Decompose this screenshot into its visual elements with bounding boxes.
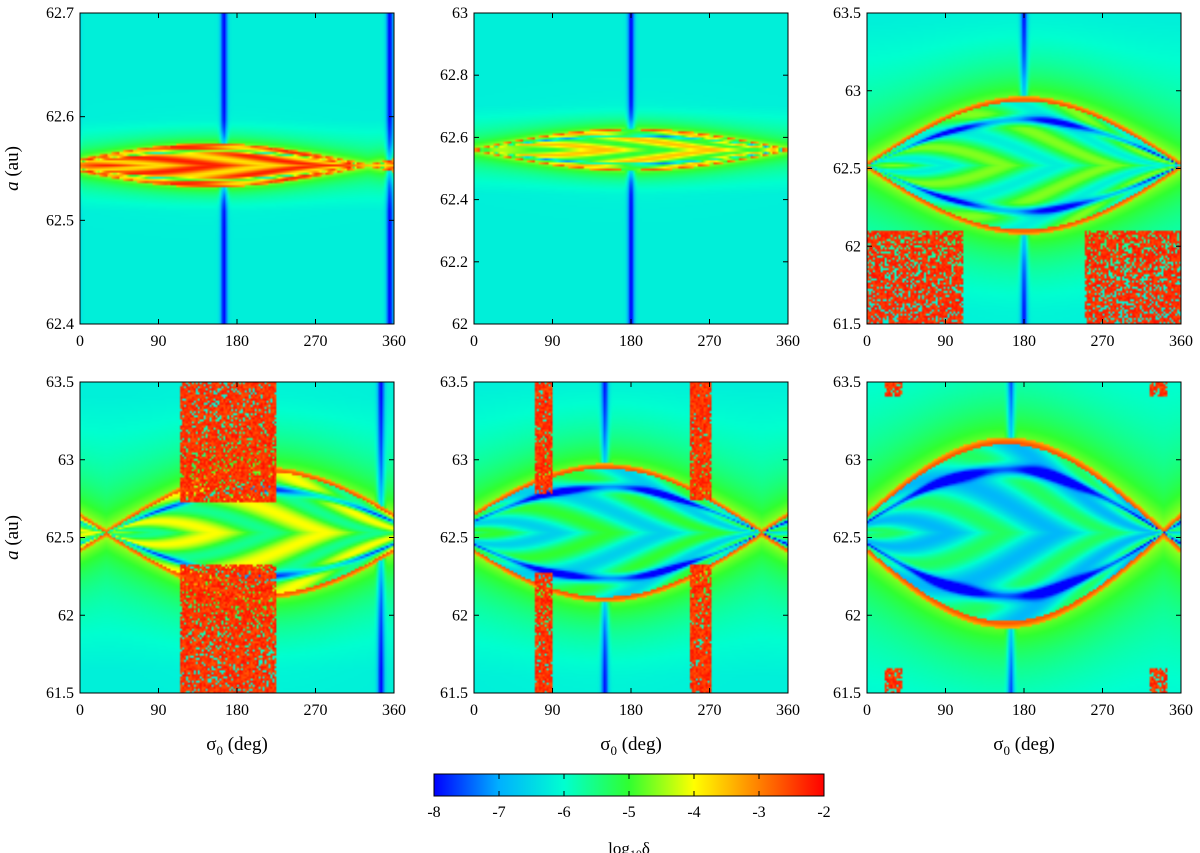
y-tick-label: 63 [845, 83, 861, 100]
colorbar-tick-label: -3 [752, 804, 765, 821]
x-tick-label: 270 [698, 333, 722, 350]
colorbar-tick-label: -4 [687, 804, 700, 821]
y-tick-label: 61.5 [833, 316, 861, 333]
y-tick-label: 62.4 [440, 192, 468, 209]
y-tick-label: 62.5 [833, 161, 861, 178]
x-tick-label: 0 [470, 702, 478, 719]
x-tick-label: 360 [1169, 702, 1193, 719]
y-tick-label: 62 [845, 238, 861, 255]
x-tick-label: 270 [698, 702, 722, 719]
x-tick-label: 0 [863, 333, 871, 350]
x-tick-label: 270 [1091, 333, 1115, 350]
y-tick-label: 63.5 [440, 374, 468, 391]
x-tick-label: 180 [1012, 333, 1036, 350]
y-tick-label: 62.6 [440, 129, 468, 146]
x-tick-label: 90 [938, 333, 954, 350]
x-tick-label: 270 [304, 333, 328, 350]
colorbar-tick-label: -6 [557, 804, 570, 821]
y-tick-label: 61.5 [833, 685, 861, 702]
x-tick-label: 0 [76, 702, 84, 719]
x-axis-label: σ0 (deg) [206, 734, 268, 758]
y-tick-label: 62 [58, 607, 74, 624]
x-tick-label: 0 [470, 333, 478, 350]
y-tick-label: 62.2 [440, 254, 468, 271]
colorbar-tick-label: -5 [622, 804, 635, 821]
y-tick-label: 63 [58, 452, 74, 469]
y-tick-label: 62.4 [46, 316, 74, 333]
x-tick-label: 180 [619, 702, 643, 719]
heatmap-1 [80, 13, 394, 324]
x-tick-label: 180 [1012, 702, 1036, 719]
x-tick-label: 270 [1091, 702, 1115, 719]
colorbar-tick-label: -8 [427, 804, 440, 821]
colorbar-tick-label: -7 [492, 804, 505, 821]
x-tick-label: 360 [1169, 333, 1193, 350]
x-tick-label: 90 [938, 702, 954, 719]
x-tick-label: 90 [151, 702, 167, 719]
x-tick-label: 180 [225, 333, 249, 350]
y-tick-label: 62.5 [833, 530, 861, 547]
x-tick-label: 360 [776, 702, 800, 719]
panel-4: 0 90 180 270 360 61.5 62 62.5 63 63.5 a (au) σ0 (de… [2, 374, 406, 758]
x-axis-label: σ0 (deg) [600, 734, 662, 758]
y-tick-label: 62.8 [440, 67, 468, 84]
colorbar-tick-label: -2 [817, 804, 830, 821]
y-tick-label: 62 [452, 607, 468, 624]
heatmap-3 [867, 13, 1181, 324]
x-tick-label: 90 [545, 333, 561, 350]
y-tick-label: 61.5 [440, 685, 468, 702]
y-tick-label: 63 [452, 5, 468, 22]
x-tick-label: 360 [382, 702, 406, 719]
y-tick-label: 62.5 [46, 530, 74, 547]
y-tick-label: 63 [452, 452, 468, 469]
y-tick-label: 63.5 [46, 374, 74, 391]
x-tick-label: 180 [225, 702, 249, 719]
y-tick-label: 62.7 [46, 5, 74, 22]
x-tick-label: 90 [545, 702, 561, 719]
heatmap-4 [80, 382, 394, 693]
y-tick-label: 61.5 [46, 685, 74, 702]
heatmap-5 [474, 382, 788, 693]
y-tick-label: 62 [845, 607, 861, 624]
y-axis-label: a (au) [2, 515, 23, 560]
panel-1: 0 90 180 270 360 62.4 62.5 62.6 62.7 a (au) [2, 5, 406, 350]
y-tick-label: 62.6 [46, 109, 74, 126]
heatmap-6 [867, 382, 1181, 693]
colorbar: -8 -7 -6 -5 -4 -3 -2 log10δ [427, 773, 831, 853]
y-tick-label: 63.5 [833, 5, 861, 22]
panel-2: 0 90 180 270 360 62 62.2 62.4 62.6 62.8 63 [440, 5, 800, 350]
y-tick-label: 63.5 [833, 374, 861, 391]
y-axis-label: a (au) [2, 146, 23, 191]
y-tick-label: 62.5 [46, 212, 74, 229]
x-tick-label: 360 [776, 333, 800, 350]
x-axis-label: σ0 (deg) [993, 734, 1055, 758]
x-tick-label: 90 [151, 333, 167, 350]
x-tick-label: 360 [382, 333, 406, 350]
heatmap-2 [474, 13, 788, 324]
x-tick-label: 0 [76, 333, 84, 350]
x-tick-label: 270 [304, 702, 328, 719]
x-tick-label: 0 [863, 702, 871, 719]
panel-5: 0 90 180 270 360 61.5 62 62.5 63 63.5 σ0 (deg) [440, 374, 800, 758]
y-tick-label: 62 [452, 316, 468, 333]
y-tick-label: 63 [845, 452, 861, 469]
colorbar-label: log10δ [608, 839, 650, 853]
x-tick-label: 180 [619, 333, 643, 350]
panel-3: 0 90 180 270 360 61.5 62 62.5 63 63.5 [833, 5, 1193, 350]
panel-6: 0 90 180 270 360 61.5 62 62.5 63 63.5 σ0 (deg) [833, 374, 1193, 758]
y-tick-label: 62.5 [440, 530, 468, 547]
